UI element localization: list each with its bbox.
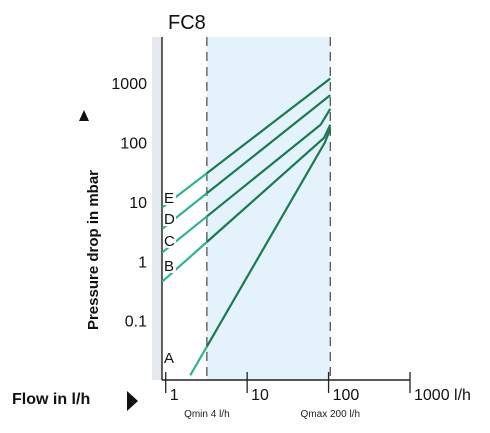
series-C-line bbox=[206, 108, 332, 218]
marker-label-1: Qmin 4 l/h bbox=[184, 409, 230, 420]
x-tick-label-1: 1 bbox=[170, 387, 179, 404]
x-axis-arrow bbox=[127, 391, 138, 411]
series-E-label: E bbox=[164, 190, 174, 207]
series-B-line bbox=[206, 124, 332, 243]
series-E-line bbox=[206, 77, 331, 175]
series-A-label: A bbox=[164, 350, 174, 367]
series-B-label-bg bbox=[163, 257, 176, 273]
series-C-label: C bbox=[164, 233, 175, 250]
y-tick-label-3: 10 bbox=[129, 195, 147, 212]
series-B-line-low bbox=[162, 241, 208, 283]
series-B-label: B bbox=[164, 258, 174, 275]
y-tick-label-5: 1000 bbox=[111, 76, 147, 93]
series-A-line-low bbox=[189, 346, 208, 376]
x-tick-label-4: 1000 l/h bbox=[414, 387, 471, 404]
series-C-label-bg bbox=[163, 232, 176, 248]
y-tick-label-4: 100 bbox=[120, 136, 147, 153]
series-D-line bbox=[206, 94, 331, 195]
x-tick-label-2: 10 bbox=[251, 387, 269, 404]
marker-label-2: Qmax 200 l/h bbox=[301, 409, 360, 420]
series-A-line bbox=[205, 128, 332, 348]
series-E-label-bg bbox=[163, 189, 176, 205]
x-tick-label-3: 100 bbox=[333, 387, 360, 404]
series-D-label: D bbox=[164, 211, 175, 228]
chart-title: FC8 bbox=[168, 12, 206, 34]
x-axis-label: Flow in l/h bbox=[12, 391, 90, 408]
y-axis-arrow bbox=[79, 110, 89, 121]
y-tick-label-2: 1 bbox=[138, 254, 147, 271]
operating-range-shade bbox=[206, 37, 331, 380]
y-tick-label-1: 0.1 bbox=[125, 314, 147, 331]
y-axis-label: Pressure drop in mbar bbox=[85, 170, 102, 330]
series-A-label-bg bbox=[163, 349, 176, 365]
series-D-label-bg bbox=[163, 210, 176, 226]
